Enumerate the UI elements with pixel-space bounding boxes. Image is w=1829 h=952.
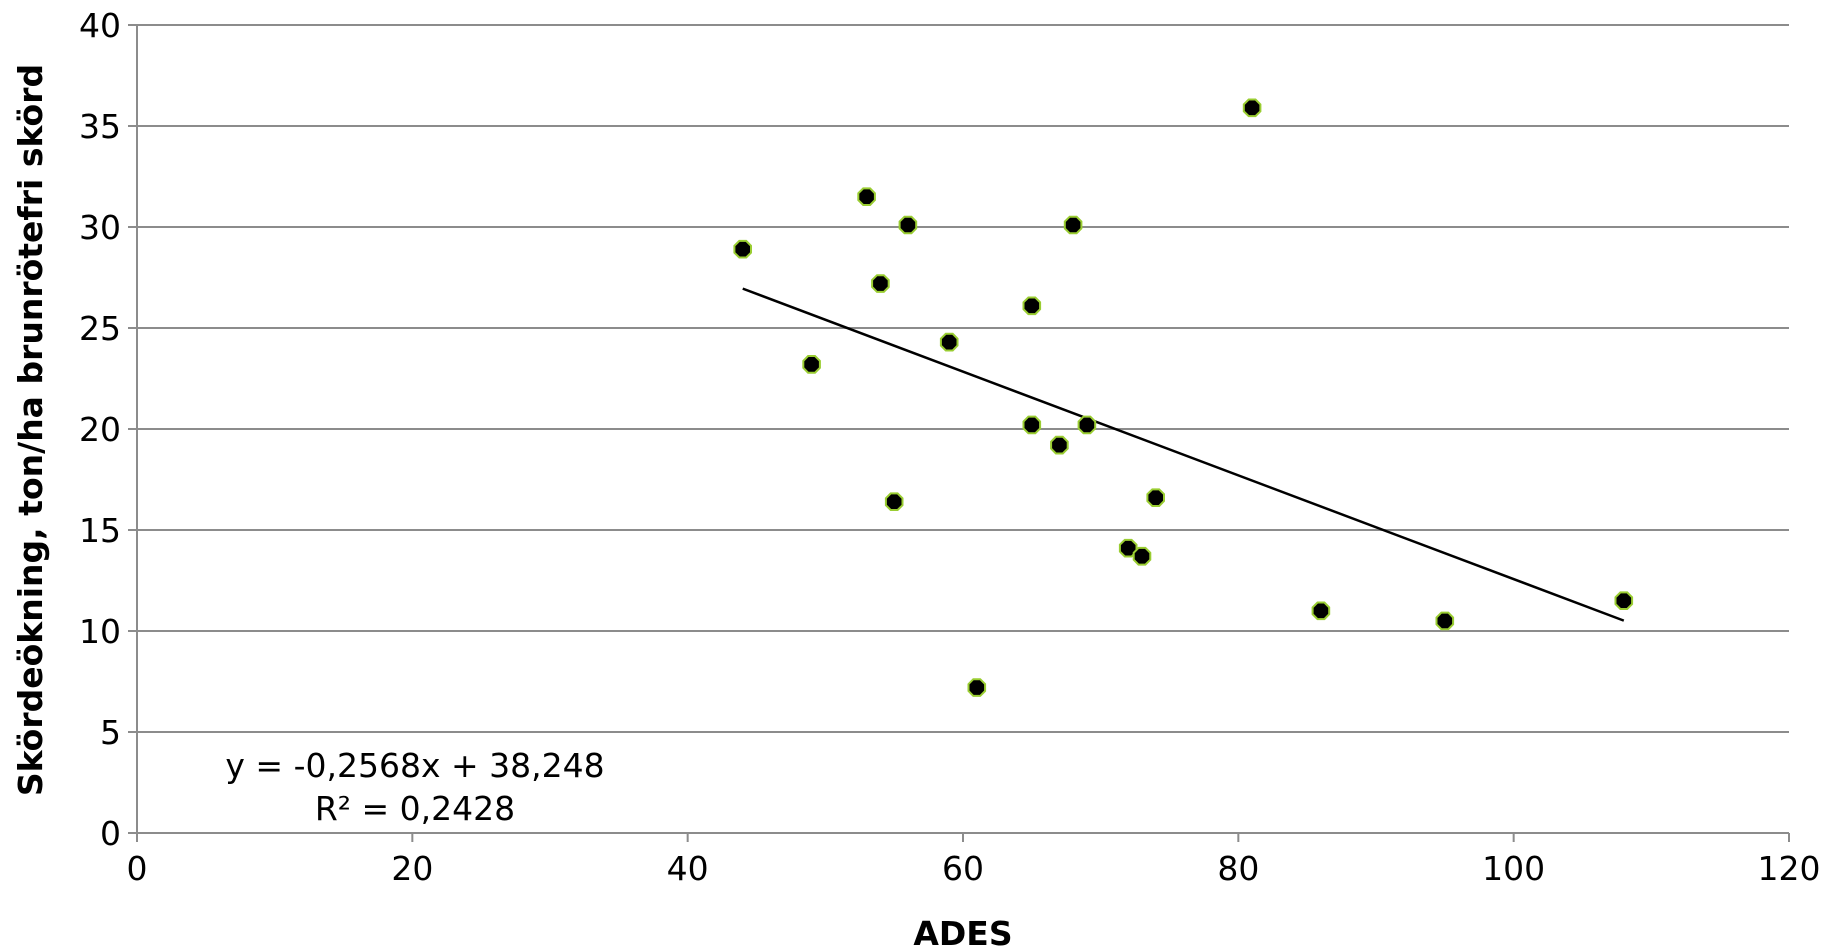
y-tick-label: 15	[79, 511, 121, 550]
data-point	[871, 274, 890, 293]
data-point	[1118, 538, 1138, 558]
axes	[128, 24, 1790, 842]
x-tick-label: 60	[942, 849, 984, 888]
data-point	[898, 215, 918, 235]
trendline-group	[742, 287, 1625, 622]
data-points	[733, 98, 1634, 697]
y-tick-label: 30	[79, 208, 121, 247]
trendline	[742, 287, 1625, 622]
data-point	[967, 678, 987, 697]
y-tick-label: 25	[79, 309, 121, 348]
x-axis-title: ADES	[913, 914, 1012, 952]
data-point	[1242, 98, 1262, 118]
r-squared-label: R² = 0,2428	[315, 789, 515, 828]
data-point	[1077, 415, 1097, 435]
data-point	[1063, 215, 1083, 235]
y-tick-label: 20	[79, 410, 121, 449]
data-point	[857, 187, 876, 206]
grid-lines	[137, 24, 1789, 733]
x-tick-label: 120	[1758, 849, 1821, 888]
data-point	[1311, 601, 1331, 621]
y-tick-label: 10	[79, 612, 121, 651]
x-tick-label: 80	[1217, 849, 1259, 888]
data-point	[1146, 488, 1165, 507]
data-point	[1050, 435, 1069, 455]
data-point	[1435, 611, 1455, 631]
y-tick-label: 35	[79, 107, 121, 146]
x-tick-label: 40	[667, 849, 709, 888]
y-tick-label: 40	[79, 6, 121, 45]
data-point	[1614, 591, 1634, 610]
y-axis-title: Skördeökning, ton/ha brunrötefri skörd	[11, 64, 50, 796]
y-tick-label: 0	[100, 814, 121, 853]
data-point	[1022, 296, 1042, 316]
data-point	[733, 239, 752, 259]
data-point	[1132, 546, 1152, 566]
trendline-equation: y = -0,2568x + 38,248	[225, 746, 604, 785]
data-point	[884, 492, 904, 511]
data-point	[1022, 415, 1042, 435]
tick-labels: 0 5 10 15 20 25 30 35 40 0 20 40 60 80 100 120	[79, 6, 1821, 888]
x-tick-label: 0	[127, 849, 148, 888]
annotation-group: y = -0,2568x + 38,248 R² = 0,2428	[225, 746, 604, 828]
data-point	[802, 355, 821, 374]
x-tick-label: 20	[391, 849, 433, 888]
x-tick-label: 100	[1482, 849, 1545, 888]
y-tick-label: 5	[100, 713, 121, 752]
data-point	[939, 332, 959, 352]
